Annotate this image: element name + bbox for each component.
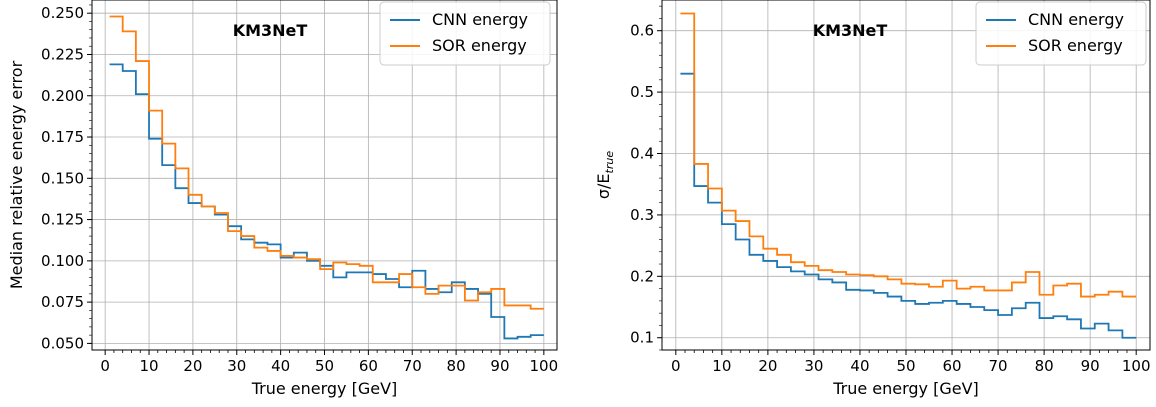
x-tick-label: 100: [1122, 357, 1151, 375]
y-tick-label: 0.225: [41, 45, 84, 63]
x-tick-label: 80: [447, 357, 466, 375]
y-tick-label: 0.100: [41, 252, 84, 270]
series-line-sor: [109, 15, 544, 310]
x-tick-label: 0: [100, 357, 110, 375]
y-tick-label: 0.1: [630, 329, 654, 347]
x-tick-label: 40: [271, 357, 290, 375]
y-axis-label: σ/Etrue: [594, 151, 616, 199]
x-tick-label: 80: [1035, 357, 1054, 375]
y-tick-label: 0.200: [41, 87, 84, 105]
y-axis-label-subscript: true: [603, 151, 616, 174]
y-tick-label: 0.4: [630, 145, 654, 163]
x-tick-label: 90: [1081, 357, 1100, 375]
y-tick-label: 0.050: [41, 334, 84, 352]
x-tick-label: 40: [850, 357, 869, 375]
legend: CNN energy SOR energy: [379, 1, 551, 66]
x-tick-label: 30: [227, 357, 246, 375]
x-tick-label: 0: [671, 357, 681, 375]
legend-label-sor: SOR energy: [432, 36, 527, 55]
y-axis-label-main: Median relative energy error: [7, 60, 26, 289]
series-line-sor: [680, 12, 1137, 298]
x-tick-label: 20: [758, 357, 777, 375]
x-tick-label: 60: [359, 357, 378, 375]
y-tick-label: 0.175: [41, 128, 84, 146]
legend-box: [379, 1, 551, 66]
km3net-annotation: KM3NeT: [233, 21, 308, 40]
y-tick-label: 0.3: [630, 206, 654, 224]
x-tick-label: 20: [183, 357, 202, 375]
x-tick-label: 70: [403, 357, 422, 375]
x-axis-label: True energy [GeV]: [251, 379, 398, 398]
x-axis-label: True energy [GeV]: [832, 379, 979, 398]
x-tick-label: 50: [896, 357, 915, 375]
y-tick-label: 0.125: [41, 211, 84, 229]
y-axis-label: Median relative energy error: [7, 60, 26, 289]
x-tick-label: 60: [942, 357, 961, 375]
km3net-annotation: KM3NeT: [813, 21, 888, 40]
legend-label-sor: SOR energy: [1028, 36, 1123, 55]
y-tick-label: 0.250: [41, 4, 84, 22]
y-tick-label: 0.2: [630, 267, 654, 285]
y-axis-label-main: σ/E: [594, 173, 613, 199]
y-tick-label: 0.075: [41, 293, 84, 311]
y-tick-label: 0.5: [630, 83, 654, 101]
legend-label-cnn: CNN energy: [1028, 10, 1124, 29]
legend-label-cnn: CNN energy: [432, 10, 528, 29]
legend: CNN energy SOR energy: [975, 1, 1147, 66]
x-tick-label: 50: [315, 357, 334, 375]
x-tick-label: 10: [139, 357, 158, 375]
y-tick-label: 0.6: [630, 22, 654, 40]
chart-right: 0 10 20 30 40 50 60 70 80 90 100 0.1 0.2 0.3 0.4 0.5 0.6…: [594, 0, 1151, 398]
x-tick-label: 30: [804, 357, 823, 375]
x-tick-label: 70: [989, 357, 1008, 375]
legend-box: [975, 1, 1147, 66]
x-tick-label: 10: [712, 357, 731, 375]
x-tick-label: 100: [530, 357, 559, 375]
y-tick-label: 0.150: [41, 169, 84, 187]
x-tick-label: 90: [490, 357, 509, 375]
series-line-cnn: [680, 72, 1137, 339]
chart-left: 0 10 20 30 40 50 60 70 80 90 100 0.050 0.075 0.100 0.1…: [7, 0, 558, 398]
grid: [662, 0, 1150, 350]
